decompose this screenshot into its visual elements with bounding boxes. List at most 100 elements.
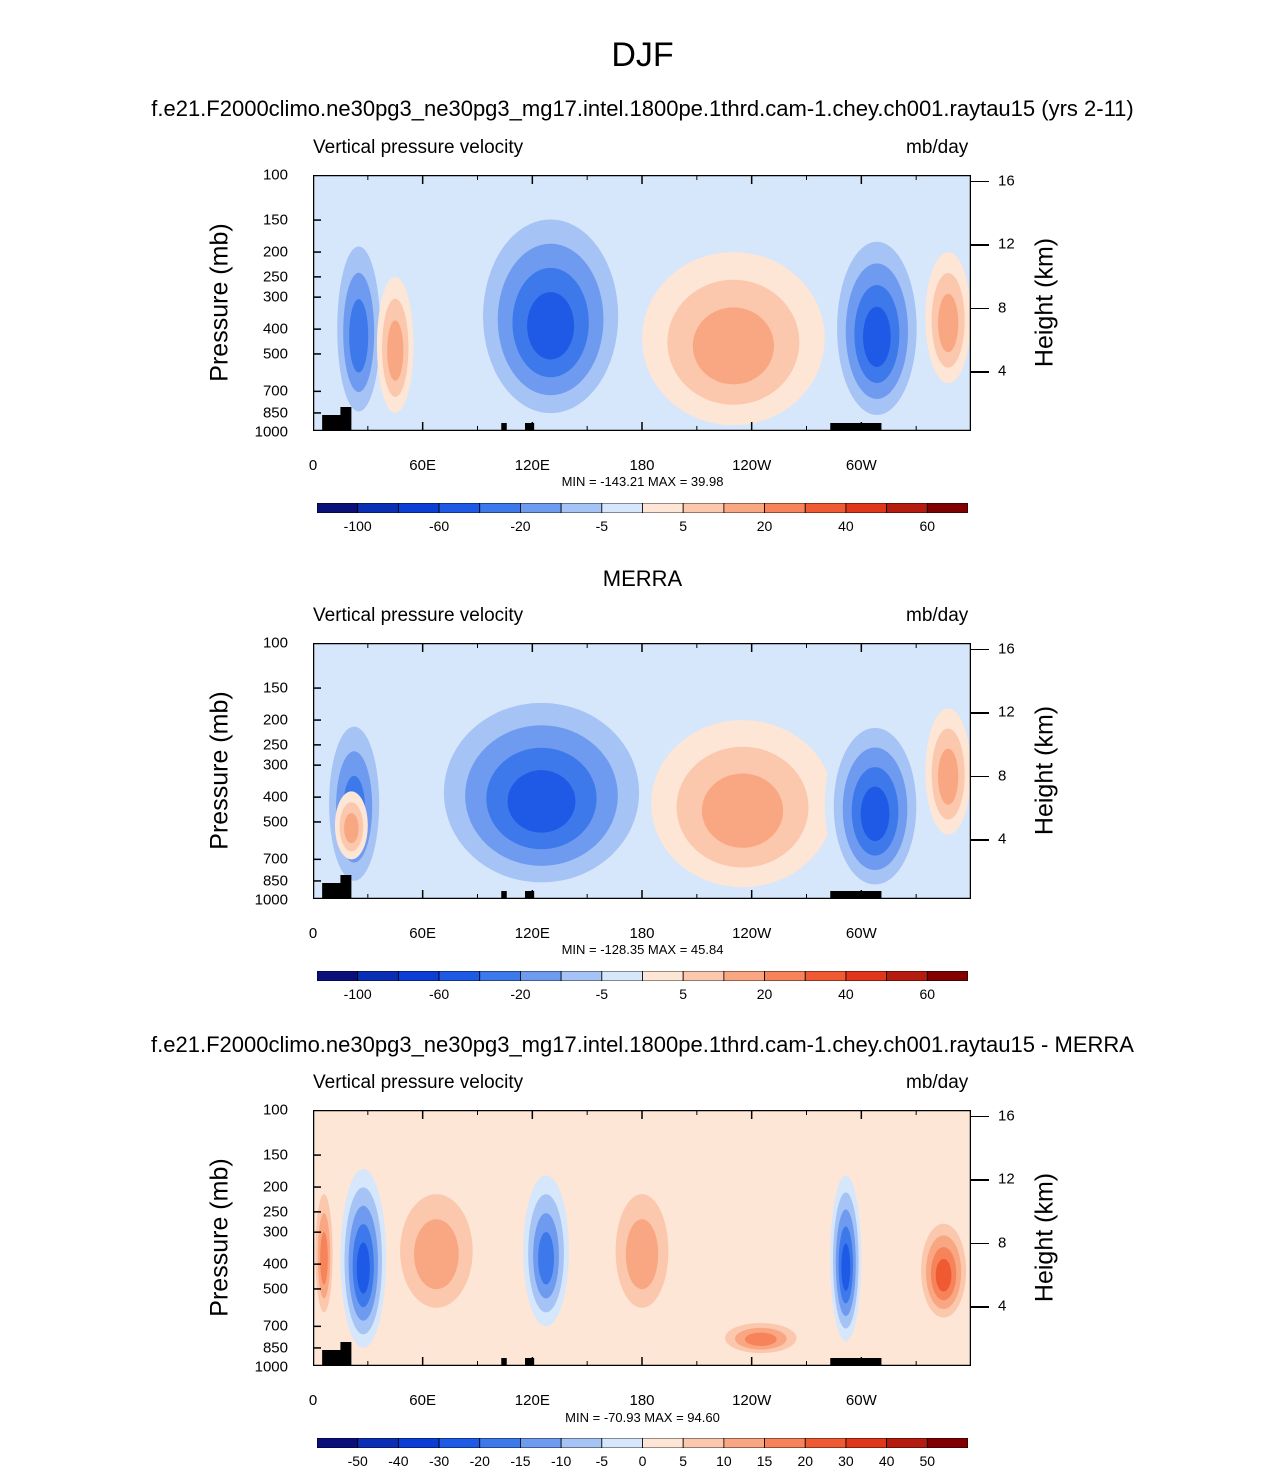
colorbar-box: [601, 503, 643, 513]
colorbar-box: [886, 503, 928, 513]
topography-mask: [340, 875, 352, 899]
x-tick-label: 60E: [409, 1392, 437, 1409]
colorbar-label: 15: [756, 1453, 773, 1469]
topography-mask: [830, 1358, 882, 1366]
topography-mask: [525, 1358, 535, 1366]
y-right-tick-label: 12: [998, 703, 1015, 721]
colorbar-box: [357, 503, 399, 513]
colorbar-box: [682, 1438, 725, 1448]
y-tick-label: 500: [262, 1280, 288, 1298]
min-max-readout: MIN = -70.93 MAX = 94.60: [565, 1410, 720, 1425]
y-tick-label: 700: [262, 1317, 288, 1335]
colorbar-label: 20: [756, 986, 773, 1002]
y-tick-label: 250: [262, 736, 288, 754]
x-tick-label: 60W: [845, 925, 877, 942]
colorbar-label: 30: [838, 1453, 854, 1469]
colorbar-box: [479, 503, 521, 513]
colorbar-box: [520, 971, 562, 981]
x-tick-label: 120E: [514, 925, 550, 942]
y-tick-label: 150: [262, 1146, 288, 1164]
contour-level-1-5: [356, 1242, 370, 1294]
contour-level-3-3: [701, 773, 784, 848]
colorbar-box: [438, 503, 481, 513]
x-tick-label: 120W: [732, 457, 772, 474]
y-tick-label: 100: [262, 166, 288, 184]
y-tick-label: 200: [262, 1178, 288, 1196]
colorbar-box: [601, 1438, 643, 1448]
colorbar-box: [601, 971, 643, 981]
y-right-tick-label: 4: [998, 362, 1007, 380]
y-tick-label: 500: [262, 813, 288, 831]
colorbar-box: [845, 971, 888, 981]
colorbar-box: [886, 1438, 928, 1448]
colorbar-box: [357, 971, 399, 981]
y-right-tick-mark: [971, 371, 989, 373]
variable-label: Vertical pressure velocity: [313, 1072, 524, 1093]
colorbar-box: [723, 971, 765, 981]
colorbar-box: [845, 503, 888, 513]
colorbar-box: [723, 1438, 765, 1448]
colorbar-box: [438, 971, 481, 981]
colorbar-label: 20: [756, 518, 773, 534]
y-right-tick-mark: [971, 1115, 989, 1118]
colorbar-label: -30: [428, 1453, 450, 1469]
y-right-tick-label: 16: [998, 1107, 1015, 1125]
y-right-tick-mark: [971, 244, 989, 246]
panel-title: MERRA: [602, 566, 683, 591]
y-right-tick-label: 12: [998, 1170, 1015, 1188]
y-tick-label: 250: [262, 268, 288, 286]
x-tick-label: 60E: [409, 457, 437, 474]
colorbar-box: [317, 971, 359, 981]
colorbar-label: 60: [919, 986, 936, 1002]
colorbar-box: [804, 971, 847, 981]
contour-level-0-4: [349, 299, 369, 373]
colorbar-label: 40: [878, 1453, 895, 1469]
colorbar-label: -20: [469, 1453, 490, 1469]
colorbar-box: [926, 503, 968, 513]
y-tick-label: 300: [262, 756, 288, 774]
y-tick-label: 850: [262, 872, 288, 890]
colorbar-box: [397, 1438, 440, 1448]
panel-title: f.e21.F2000climo.ne30pg3_ne30pg3_mg17.in…: [151, 96, 1134, 121]
colorbar-label: -60: [428, 986, 450, 1002]
colorbar: [317, 971, 968, 981]
colorbar-box: [479, 1438, 521, 1448]
y-right-tick-label: 4: [998, 1297, 1007, 1315]
colorbar: [317, 503, 968, 513]
colorbar-box: [682, 971, 725, 981]
topography-mask: [830, 423, 882, 431]
x-tick-label: 0: [308, 925, 318, 942]
x-tick-label: 180: [629, 457, 655, 474]
contour-level-2-5: [507, 770, 576, 833]
contour-level-2-3: [414, 1219, 459, 1290]
y-right-tick-label: 12: [998, 235, 1015, 253]
y-right-tick-label: 8: [998, 1234, 1007, 1252]
topography-mask: [340, 1342, 352, 1366]
colorbar-label: -15: [510, 1453, 531, 1469]
y-tick-label: 1000: [254, 891, 288, 909]
colorbar-box: [804, 1438, 847, 1448]
y-tick-label: 700: [262, 382, 288, 400]
colorbar-label: -100: [343, 986, 372, 1002]
colorbar-box: [560, 503, 603, 513]
y-right-tick-mark: [971, 307, 989, 310]
colorbar-box: [479, 971, 521, 981]
y-tick-label: 300: [262, 1223, 288, 1241]
contour-plot: [313, 643, 971, 899]
colorbar-label: 40: [838, 986, 854, 1002]
y-right-tick-mark: [971, 1179, 989, 1181]
topography-mask: [501, 891, 507, 899]
colorbar-box: [926, 1438, 968, 1448]
x-tick-label: 120W: [732, 1392, 772, 1409]
colorbar-label: 10: [716, 1453, 732, 1469]
y-right-tick-label: 16: [998, 640, 1015, 658]
y-right-tick-mark: [971, 1242, 989, 1245]
colorbar-box: [886, 971, 928, 981]
colorbar-box: [804, 503, 847, 513]
y-right-tick-mark: [971, 1306, 989, 1308]
x-tick-label: 0: [308, 457, 318, 474]
colorbar-label: 5: [679, 986, 688, 1002]
y-tick-label: 500: [262, 345, 288, 363]
contour-level-4-5: [863, 306, 891, 367]
colorbar-box: [397, 503, 440, 513]
